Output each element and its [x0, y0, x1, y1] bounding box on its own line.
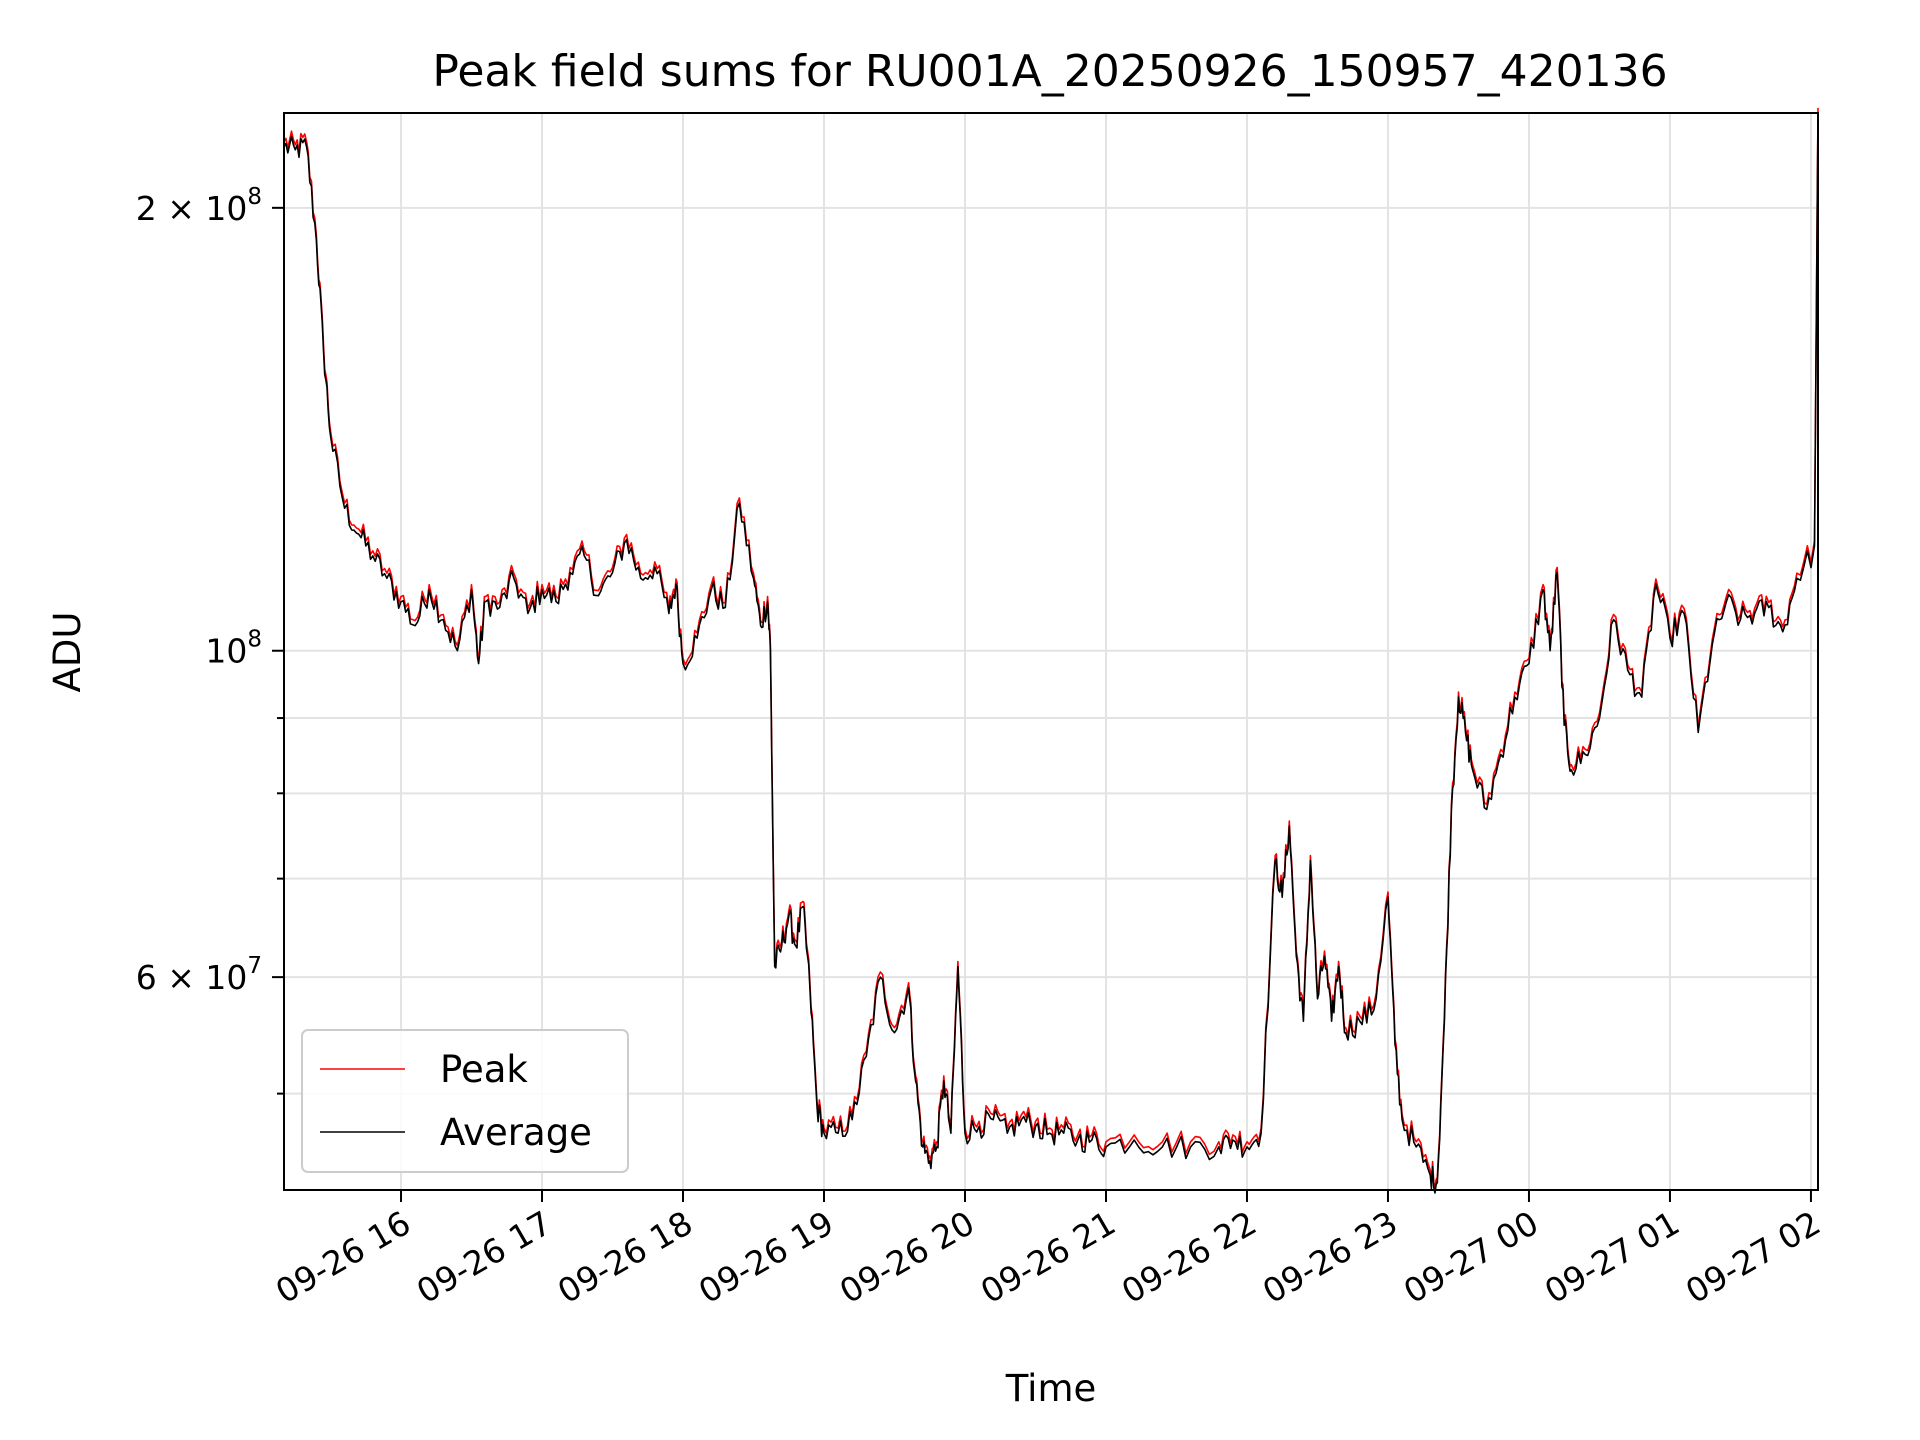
y-axis-label: ADU: [46, 612, 89, 693]
series-line-peak: [283, 107, 1819, 1189]
x-tick-label: 09-26 18: [551, 1203, 699, 1311]
x-tick-label: 09-26 16: [269, 1203, 417, 1311]
x-tick-label: 09-26 22: [1115, 1203, 1263, 1311]
x-tick-label: 09-27 01: [1538, 1203, 1686, 1311]
grid-lines: [284, 113, 1818, 1190]
chart-title: Peak field sums for RU001A_20250926_1509…: [432, 46, 1667, 97]
x-tick-label: 09-27 00: [1397, 1203, 1545, 1311]
y-tick-label: 2 × 108: [136, 184, 262, 228]
y-tick-label: 6 × 107: [136, 953, 262, 997]
x-tick-label: 09-27 02: [1679, 1203, 1827, 1311]
legend: Peak Average: [301, 1029, 629, 1173]
x-tick-label: 09-26 21: [974, 1203, 1122, 1311]
legend-box: [301, 1029, 629, 1173]
x-tick-label: 09-26 23: [1256, 1203, 1404, 1311]
x-tick-label: 09-26 17: [410, 1203, 558, 1311]
y-tick-label: 108: [205, 627, 262, 671]
series-line-average: [283, 112, 1819, 1194]
x-tick-label: 09-26 20: [833, 1203, 981, 1311]
series-lines: [283, 107, 1819, 1194]
x-axis-label: Time: [1005, 1367, 1097, 1410]
y-axis-ticks: 2 × 108 108 6 × 107: [136, 184, 284, 1095]
legend-label-peak: Peak: [440, 1048, 528, 1091]
x-tick-label: 09-26 19: [692, 1203, 840, 1311]
legend-label-average: Average: [440, 1111, 592, 1154]
